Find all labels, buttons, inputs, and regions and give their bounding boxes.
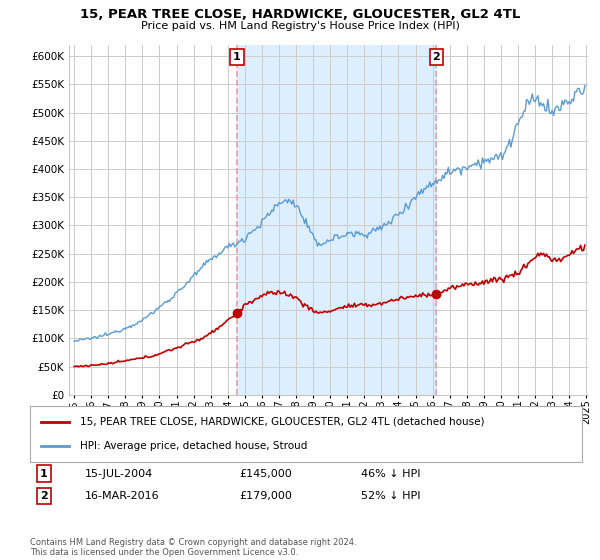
- Text: 1: 1: [233, 52, 241, 62]
- Text: Contains HM Land Registry data © Crown copyright and database right 2024.
This d: Contains HM Land Registry data © Crown c…: [30, 538, 356, 557]
- Text: 15, PEAR TREE CLOSE, HARDWICKE, GLOUCESTER, GL2 4TL (detached house): 15, PEAR TREE CLOSE, HARDWICKE, GLOUCEST…: [80, 417, 484, 427]
- Text: 2: 2: [433, 52, 440, 62]
- Text: 15-JUL-2004: 15-JUL-2004: [85, 469, 154, 479]
- Text: Price paid vs. HM Land Registry's House Price Index (HPI): Price paid vs. HM Land Registry's House …: [140, 21, 460, 31]
- Text: 46% ↓ HPI: 46% ↓ HPI: [361, 469, 421, 479]
- Text: 52% ↓ HPI: 52% ↓ HPI: [361, 491, 421, 501]
- Bar: [237, 45, 436, 395]
- Text: £179,000: £179,000: [240, 491, 293, 501]
- Text: 1: 1: [40, 469, 47, 479]
- Text: 15, PEAR TREE CLOSE, HARDWICKE, GLOUCESTER, GL2 4TL: 15, PEAR TREE CLOSE, HARDWICKE, GLOUCEST…: [80, 8, 520, 21]
- Text: HPI: Average price, detached house, Stroud: HPI: Average price, detached house, Stro…: [80, 441, 307, 451]
- Text: 16-MAR-2016: 16-MAR-2016: [85, 491, 160, 501]
- Text: £145,000: £145,000: [240, 469, 293, 479]
- Text: 2: 2: [40, 491, 47, 501]
